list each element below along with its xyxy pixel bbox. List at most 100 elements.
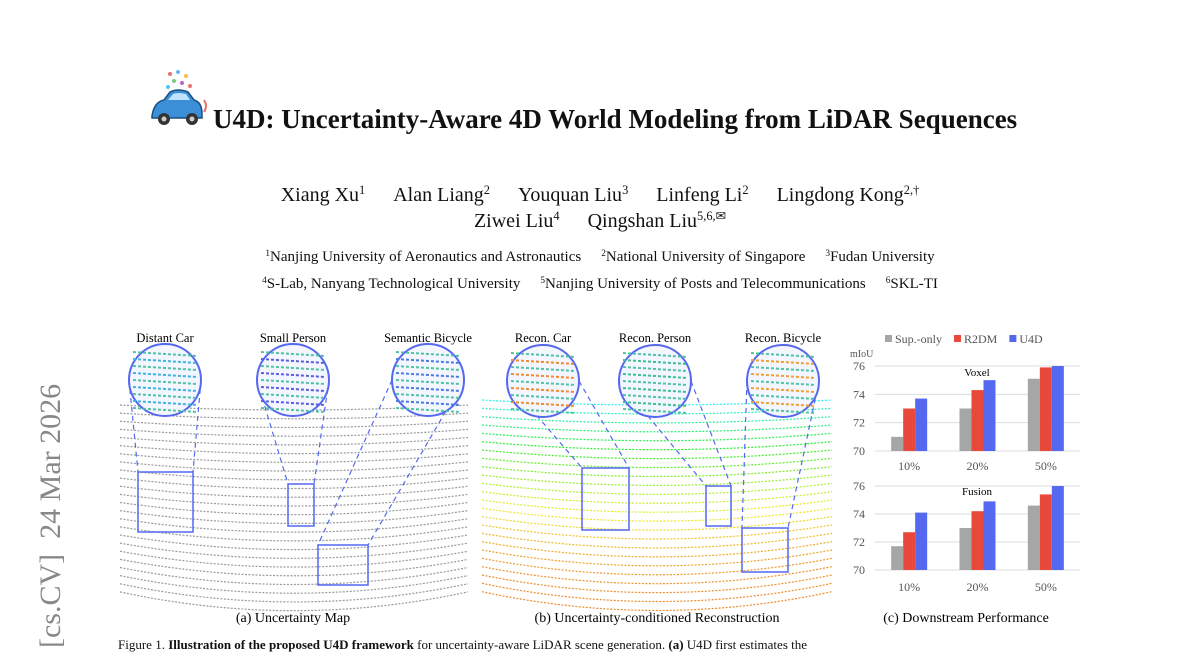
y-tick-label: 74	[853, 387, 865, 401]
scan-line	[119, 575, 469, 594]
inset-scan	[260, 400, 326, 406]
inset-scan	[395, 358, 461, 364]
inset-scan	[132, 407, 198, 413]
scan-line	[481, 557, 833, 576]
legend-swatch	[954, 335, 962, 342]
author: Youquan Liu3	[518, 184, 628, 206]
highlight-box	[705, 485, 732, 527]
callout-line	[317, 379, 393, 546]
scan-line	[119, 542, 469, 559]
callout-line	[690, 380, 732, 487]
scan-line	[119, 469, 469, 481]
inset-scan	[510, 401, 576, 407]
scan-line	[481, 516, 833, 531]
callout-line	[128, 379, 139, 473]
affiliation: 1Nanjing University of Aeronautics and A…	[265, 249, 581, 265]
inset-scan	[132, 393, 198, 399]
bar: Sup.-only	[1027, 505, 1040, 570]
affiliation-sup: 2	[601, 248, 606, 259]
inset-scan	[750, 408, 816, 414]
inset-scan	[622, 401, 688, 407]
y-tick-label: 72	[853, 535, 865, 549]
inset-scan	[395, 407, 461, 413]
author: Qingshan Liu5,6,✉	[588, 210, 726, 232]
x-tick-label: 20%	[967, 459, 989, 473]
inset-scan	[132, 358, 198, 364]
scan-line	[119, 518, 469, 533]
paper-title: U4D: Uncertainty-Aware 4D World Modeling…	[213, 104, 1018, 134]
author: Lingdong Kong2,†	[777, 184, 920, 206]
affiliation-line: 4S-Lab, Nanyang Technological University…	[0, 276, 1200, 293]
scan-line	[119, 436, 469, 446]
author-name: Lingdong Kong	[776, 184, 904, 206]
caption-bold: Illustration of the proposed U4D framewo…	[168, 637, 414, 652]
affiliation-name: SKL-TI	[890, 276, 938, 292]
bar: Sup.-only	[959, 528, 972, 570]
y-tick-label: 70	[853, 444, 865, 458]
bar: U4D	[1051, 366, 1064, 451]
panel-label: (c) Downstream Performance	[883, 611, 1049, 626]
scan-line	[119, 445, 469, 455]
bar: U4D	[915, 398, 928, 451]
scan-line	[119, 534, 469, 551]
inset-scan	[750, 380, 816, 386]
inset-scan	[622, 366, 688, 372]
scan-line	[481, 424, 833, 433]
inset-scan	[132, 379, 198, 385]
scan-line	[481, 591, 833, 612]
inset-scan	[622, 394, 688, 400]
inset-scan	[622, 373, 688, 379]
affiliation-name: Fudan University	[830, 249, 935, 265]
inset-scan	[750, 352, 816, 358]
y-tick-label: 74	[853, 507, 865, 521]
y-tick-label: 76	[853, 359, 865, 373]
author-sup: 2	[742, 183, 749, 198]
scan-line	[119, 591, 469, 612]
author-name: Ziwei Liu	[473, 210, 554, 232]
author-sup: 4	[553, 209, 560, 224]
scan-line	[481, 466, 833, 478]
scan-line	[481, 549, 833, 567]
affiliation-name: Nanjing University of Aeronautics and As…	[270, 249, 582, 265]
scan-line	[481, 574, 833, 594]
author: Alan Liang2	[393, 184, 490, 206]
figure-caption: Figure 1. Illustration of the proposed U…	[118, 637, 1088, 653]
chart-title: Voxel	[964, 367, 989, 379]
chart-title: Fusion	[962, 486, 992, 498]
inset-scan	[260, 407, 326, 413]
inset-label: Recon. Car	[515, 331, 572, 345]
scan-line	[119, 420, 469, 429]
highlight-box	[137, 471, 194, 533]
affiliation-name: S-Lab, Nanyang Technological University	[266, 276, 521, 292]
scan-line	[119, 526, 469, 542]
scan-line	[119, 583, 469, 603]
bar: Sup.-only	[959, 408, 972, 451]
highlight-box	[581, 467, 630, 531]
legend-label: U4D	[1019, 332, 1043, 346]
author-sup: 2,†	[903, 183, 920, 198]
inset-scan	[395, 351, 461, 357]
inset-scan	[260, 365, 326, 371]
author-name: Qingshan Liu	[587, 210, 698, 232]
y-axis-label: mIoU	[850, 349, 874, 360]
x-tick-label: 10%	[898, 580, 920, 594]
x-tick-label: 20%	[967, 580, 989, 594]
bar: R2DM	[903, 532, 916, 570]
inset-scan	[510, 366, 576, 372]
inset-scan	[260, 372, 326, 378]
author-name: Youquan Liu	[517, 184, 623, 206]
inset-scan	[750, 387, 816, 393]
inset-label: Semantic Bicycle	[384, 331, 472, 345]
affiliation: 3Fudan University	[825, 249, 934, 265]
caption-bold: (a)	[668, 637, 684, 652]
inset-scan	[622, 387, 688, 393]
scan-line	[481, 491, 833, 504]
scan-line	[119, 453, 469, 463]
x-tick-label: 50%	[1035, 580, 1057, 594]
inset-scan	[132, 386, 198, 392]
inset-scan	[395, 365, 461, 371]
x-tick-label: 50%	[1035, 459, 1057, 473]
inset-scan	[750, 401, 816, 407]
y-tick-label: 72	[853, 416, 865, 430]
author-sup: 2	[483, 183, 490, 198]
